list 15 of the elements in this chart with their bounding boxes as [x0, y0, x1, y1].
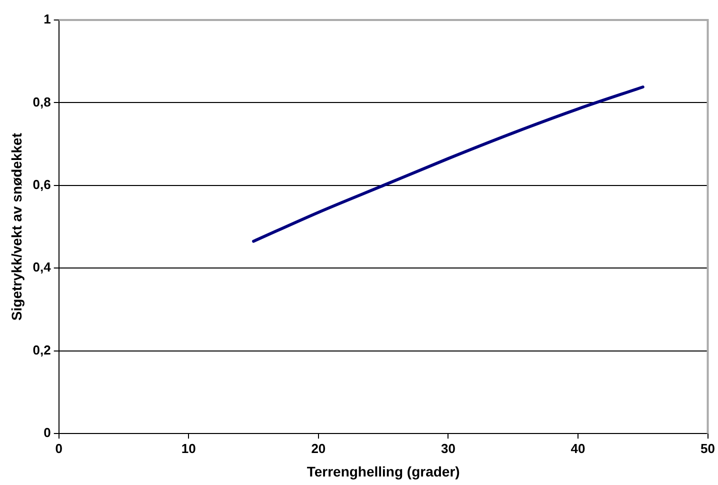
y-tick-label: 0: [44, 425, 51, 440]
y-axis-title: Sigetrykk/vekt av snødekket: [8, 132, 24, 321]
y-tick-label: 1: [44, 12, 51, 27]
x-axis-title: Terrenghelling (grader): [306, 463, 460, 480]
y-tick-label: 0,6: [32, 177, 51, 192]
x-tick-label: 20: [311, 440, 326, 456]
x-tick-label: 0: [55, 440, 62, 456]
line-series: [252, 86, 644, 243]
x-tick-label: 50: [700, 440, 716, 456]
x-tick-label: 40: [570, 440, 586, 456]
x-tick-label: 30: [440, 440, 456, 456]
y-tick-label: 0,2: [32, 342, 51, 358]
y-tick-label: 0,4: [32, 260, 52, 275]
x-tick-label: 10: [181, 440, 196, 456]
y-tick-label: 0,8: [32, 94, 51, 110]
